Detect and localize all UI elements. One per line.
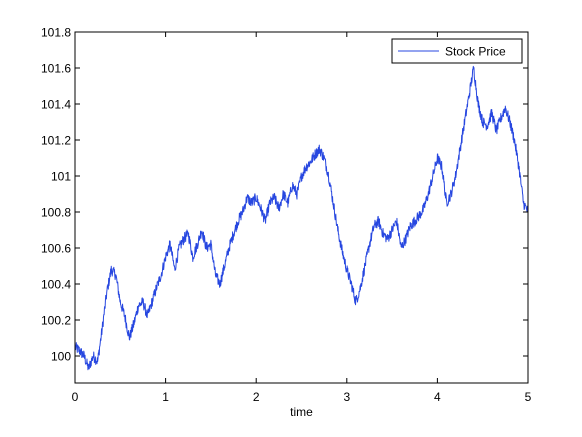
y-tick-label: 101.2 bbox=[41, 134, 71, 148]
x-tick-label: 1 bbox=[162, 390, 169, 404]
x-tick-label: 2 bbox=[253, 390, 260, 404]
ticks-layer bbox=[74, 31, 529, 383]
y-tick-label: 100.4 bbox=[41, 278, 71, 292]
y-tick-label: 100.2 bbox=[41, 314, 71, 328]
plot-frame bbox=[74, 31, 529, 384]
x-tick-label: 0 bbox=[72, 390, 79, 404]
x-tick-label: 3 bbox=[343, 390, 350, 404]
series-layer bbox=[74, 65, 529, 371]
legend: Stock Price bbox=[391, 38, 523, 64]
x-axis-label: time bbox=[290, 405, 313, 419]
y-tick-label: 101.8 bbox=[41, 26, 71, 40]
x-tick-label: 4 bbox=[434, 390, 441, 404]
legend-label-stock-price: Stock Price bbox=[445, 45, 506, 59]
y-tick-label: 101.4 bbox=[41, 98, 71, 112]
y-tick-label: 101 bbox=[51, 170, 71, 184]
tick-labels-layer: 0 1 2 3 4 5 100 100.2 100.4 100.6 100.8 101 101.2 101… bbox=[41, 26, 532, 405]
x-tick-label: 5 bbox=[525, 390, 532, 404]
y-tick-label: 100.6 bbox=[41, 242, 71, 256]
series-line-stock-price bbox=[74, 65, 529, 371]
y-tick-label: 100.8 bbox=[41, 206, 71, 220]
y-tick-label: 100 bbox=[51, 350, 71, 364]
plot-area-background bbox=[75, 32, 528, 383]
y-tick-label: 101.6 bbox=[41, 62, 71, 76]
